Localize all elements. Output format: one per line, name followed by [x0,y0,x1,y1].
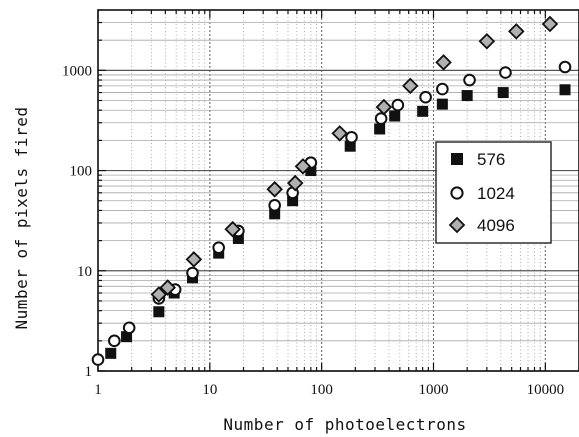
data-point-1024 [345,130,358,144]
data-point-1024 [499,66,512,79]
data-point-4096 [435,54,452,71]
legend-label-576: 576 [477,150,505,169]
series-4096 [150,15,559,303]
legend-label-4096: 4096 [477,216,515,235]
grid-lines [97,9,579,372]
data-point-1024 [419,90,432,104]
data-point-1024 [212,241,225,254]
legend-marker-1024 [450,186,464,200]
data-point-4096 [185,251,203,268]
data-point-4096 [375,98,393,116]
data-point-4096 [150,286,168,303]
y-axis-tick-labels: 1 10 100 1000 [62,63,92,380]
data-point-1024 [122,321,136,335]
legend-marker-576 [451,153,463,165]
data-point-4096 [508,23,525,40]
x-tick-label: 1 [94,382,102,398]
data-point-4096 [478,32,496,50]
data-point-576 [105,347,117,359]
data-markers [91,15,572,366]
data-point-4096 [402,77,419,95]
data-point-1024 [91,353,105,366]
plot-frame [97,9,579,372]
y-tick-label: 10 [77,264,92,280]
data-point-576 [269,208,281,220]
data-point-576 [153,306,165,318]
axis-ticks [97,9,579,372]
data-point-576 [121,331,133,343]
data-point-4096 [294,158,312,175]
data-point-1024 [463,73,476,87]
data-point-4096 [331,125,348,142]
legend: 576 1024 4096 [435,141,552,244]
legend-label-1024: 1024 [477,184,515,203]
data-point-1024 [108,334,121,348]
data-point-4096 [541,15,559,33]
data-point-4096 [286,174,304,192]
data-point-1024 [558,60,572,74]
data-point-576 [374,123,386,135]
data-point-576 [417,105,429,117]
data-point-576 [287,195,299,207]
x-axis-title: Number of photoelectrons [223,415,466,434]
x-tick-label: 10 [202,382,217,398]
data-point-1024 [374,112,388,125]
data-point-1024 [391,98,405,112]
data-point-576 [559,84,571,96]
data-point-576 [232,232,244,244]
data-point-4096 [224,220,241,238]
x-tick-label: 10000 [527,382,565,398]
y-tick-label: 1 [85,364,93,380]
data-point-576 [461,90,473,102]
series-1024 [91,60,572,366]
y-tick-label: 100 [70,164,93,180]
data-point-576 [436,98,448,110]
y-axis-title: Number of pixels fired [12,107,31,330]
data-point-576 [344,140,356,152]
y-tick-label: 1000 [62,63,92,79]
legend-marker-4096 [448,216,466,234]
x-tick-label: 100 [310,382,333,398]
data-point-1024 [436,82,449,96]
data-point-576 [497,87,509,99]
x-tick-label: 1000 [419,382,449,398]
data-point-1024 [268,199,281,212]
data-point-4096 [159,279,176,296]
data-point-576 [389,110,401,122]
data-point-1024 [186,266,199,280]
x-axis-tick-labels: 1 10 100 1000 10000 [94,382,564,398]
data-point-4096 [266,181,283,198]
data-point-576 [305,165,317,177]
